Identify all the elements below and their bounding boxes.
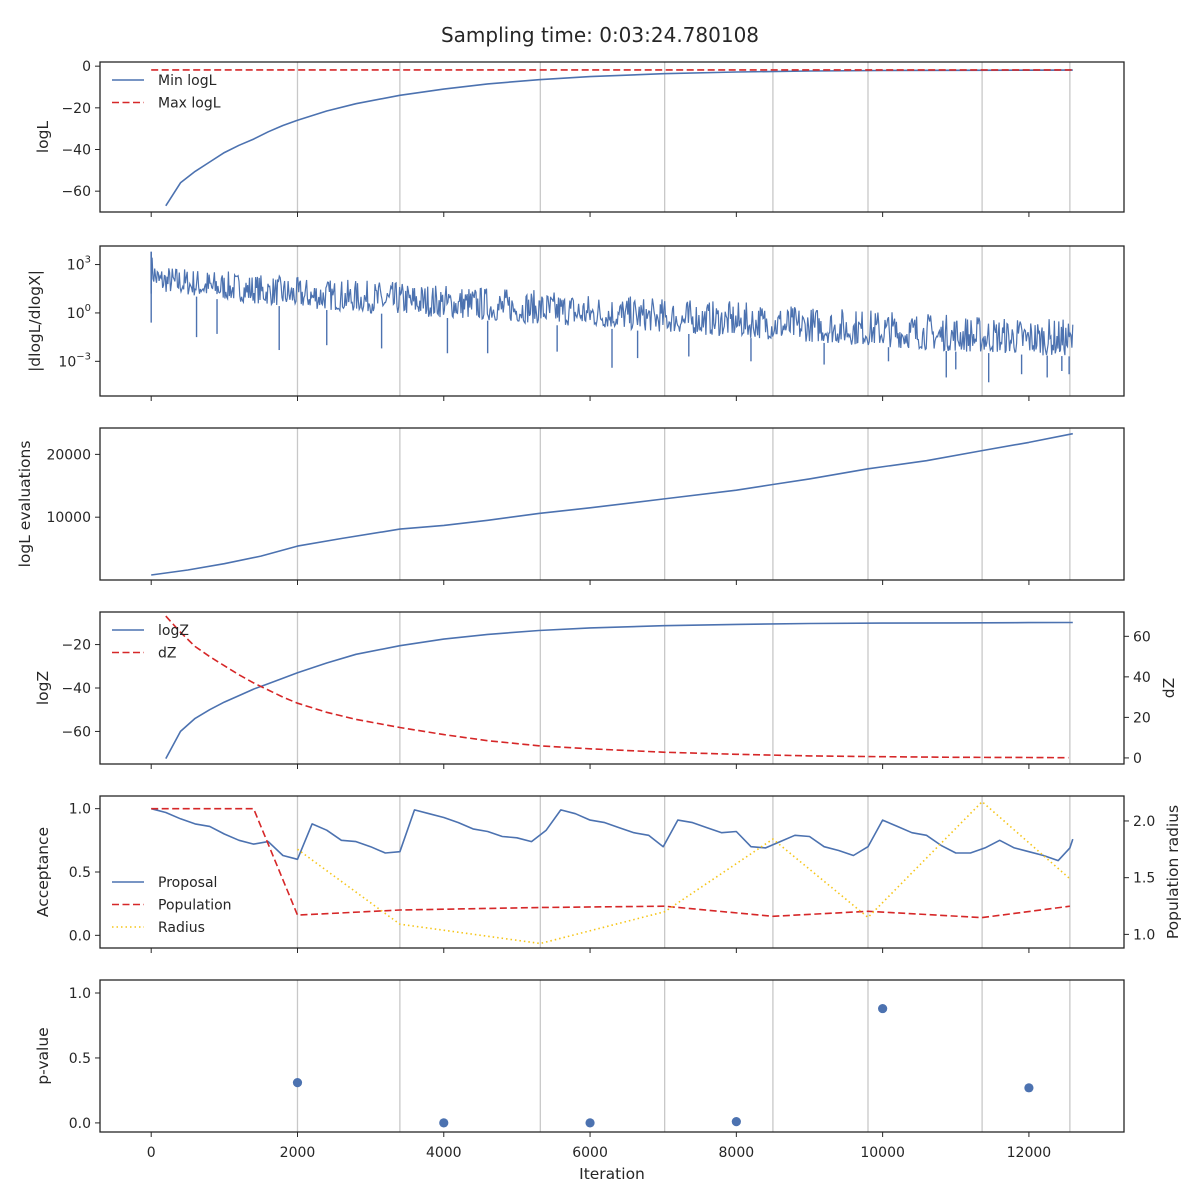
panel-3: 20000 10000 logL evaluations [16, 427, 1125, 585]
y-tick-label: −40 [61, 143, 91, 159]
scatter-point [731, 1117, 741, 1127]
x-tick-label: 4000 [426, 1145, 462, 1161]
y-axis-label: p-value [34, 1027, 52, 1084]
series-line-radius [297, 800, 1071, 945]
scatter-point [439, 1118, 449, 1128]
legend: Min logL Max logL [112, 73, 221, 112]
y-tick-label: −60 [61, 724, 91, 740]
panel-6: 1.0 0.5 0.0 p-value 0 2000 4000 6000 8000 10000 12… [34, 979, 1125, 1161]
panel-frame [99, 795, 1125, 949]
series-line-logz [165, 621, 1073, 759]
x-tick-label: 6000 [572, 1145, 608, 1161]
panel-4: −20 −40 −60 60 40 20 0 logZ dZ logZ dZ [34, 611, 1178, 769]
y-right-axis-label: Population radius [1164, 805, 1182, 939]
plot-area [150, 800, 1074, 945]
y-axis-label: logZ [34, 671, 52, 705]
scatter-point [1024, 1083, 1034, 1093]
plot-area [292, 1003, 1034, 1128]
legend: logZ dZ [112, 623, 189, 662]
y-right-tick-label: 1.0 [1133, 927, 1155, 943]
y-tick-label: 100 [67, 303, 91, 322]
series-line-min-logl [165, 69, 1073, 207]
x-axis-label: Iteration [579, 1165, 645, 1183]
legend-label: Min logL [158, 73, 217, 89]
y-axis-label: logL evaluations [16, 441, 34, 568]
y-right-axis-label: dZ [1160, 678, 1178, 698]
legend-label: dZ [158, 646, 176, 662]
y-tick-label: −20 [61, 101, 91, 117]
panel-frame [99, 979, 1125, 1133]
plot-area [150, 251, 1074, 383]
y-axis-label: Acceptance [34, 827, 52, 917]
legend-label: logZ [158, 623, 189, 639]
panel-frame [99, 61, 1125, 213]
y-tick-label: −60 [61, 184, 91, 200]
panel-5: 1.0 0.5 0.0 2.0 1.5 1.0 Acceptance Population r… [34, 795, 1182, 953]
series-line-0 [151, 432, 1073, 576]
x-tick-label: 0 [147, 1145, 156, 1161]
plot-area [151, 432, 1073, 576]
panel-frame [99, 427, 1125, 581]
scatter-point [878, 1003, 888, 1014]
x-tick-label: 12000 [1007, 1145, 1052, 1161]
legend-label: Radius [158, 920, 205, 936]
y-tick-label: 103 [67, 255, 91, 274]
y-tick-label: −20 [61, 638, 91, 654]
y-tick-label: 0 [82, 59, 91, 75]
plot-area [165, 615, 1073, 759]
y-right-tick-label: 1.5 [1133, 871, 1155, 887]
series-line-derivative [150, 257, 1074, 356]
legend-label: Max logL [158, 96, 221, 112]
y-tick-label: 10−3 [58, 351, 91, 370]
panel-2: 103 100 10−3 |dlogL/dlogX| [26, 245, 1125, 401]
y-tick-label: 0.0 [69, 1116, 91, 1132]
scatter-point [292, 1078, 303, 1088]
y-right-tick-label: 40 [1133, 670, 1151, 686]
panel-1: 0 −20 −40 −60 logL Min logL Max logL [34, 59, 1125, 217]
y-right-tick-label: 0 [1133, 751, 1142, 767]
series-line-proposal [150, 807, 1074, 862]
y-right-tick-label: 60 [1133, 629, 1151, 645]
series-line-dz [165, 615, 1069, 759]
y-tick-label: 20000 [46, 447, 91, 463]
y-axis-label: logL [34, 121, 52, 154]
y-right-tick-label: 2.0 [1133, 814, 1155, 830]
series-line-population [151, 807, 1071, 919]
y-tick-label: 1.0 [69, 802, 91, 818]
x-tick-label: 10000 [860, 1145, 905, 1161]
panels: 0 −20 −40 −60 logL Min logL Max logL 103 100 10−3… [16, 59, 1182, 1161]
y-axis-label: |dlogL/dlogX| [26, 270, 44, 372]
legend-label: Population [158, 898, 232, 914]
y-tick-label: 10000 [46, 510, 91, 526]
legend: Proposal Population Radius [112, 875, 232, 936]
legend-label: Proposal [158, 875, 217, 891]
panel-frame [99, 611, 1125, 765]
y-tick-label: 1.0 [69, 986, 91, 1002]
scatter-point [585, 1118, 595, 1128]
x-tick-label: 2000 [280, 1145, 316, 1161]
panel-frame [99, 245, 1125, 397]
y-tick-label: 0.5 [69, 1051, 91, 1067]
y-tick-label: −40 [61, 681, 91, 697]
figure-title: Sampling time: 0:03:24.780108 [441, 23, 759, 47]
plot-area [151, 69, 1073, 207]
y-right-tick-label: 20 [1133, 710, 1151, 726]
y-tick-label: 0.5 [69, 865, 91, 881]
y-tick-label: 0.0 [69, 928, 91, 944]
x-tick-label: 8000 [719, 1145, 755, 1161]
